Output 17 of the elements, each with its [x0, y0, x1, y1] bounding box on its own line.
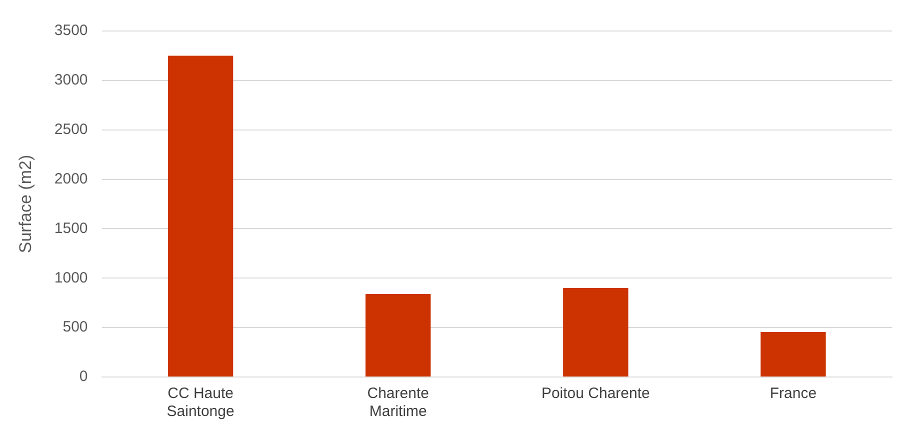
x-tick-label: Poitou Charente: [541, 385, 650, 402]
y-tick-label: 2500: [54, 121, 88, 138]
x-tick-label: France: [770, 385, 817, 402]
y-axis-title: Surface (m2): [16, 154, 35, 254]
x-tick-label: Charente Maritime: [367, 385, 429, 420]
bar: [168, 56, 234, 376]
y-tick-label: 2000: [54, 170, 88, 188]
y-tick-label: 500: [62, 318, 88, 336]
y-tick-label: 1000: [54, 269, 88, 286]
y-tick-label: 1500: [54, 220, 88, 237]
bar: [563, 288, 628, 376]
y-tick-label: 0: [79, 368, 88, 386]
bar: [366, 294, 431, 376]
y-tick-label: 3000: [54, 72, 88, 89]
bar: [760, 332, 826, 376]
y-tick-label: 3500: [54, 22, 88, 40]
x-tick-label: CC Haute Saintonge: [166, 385, 234, 420]
